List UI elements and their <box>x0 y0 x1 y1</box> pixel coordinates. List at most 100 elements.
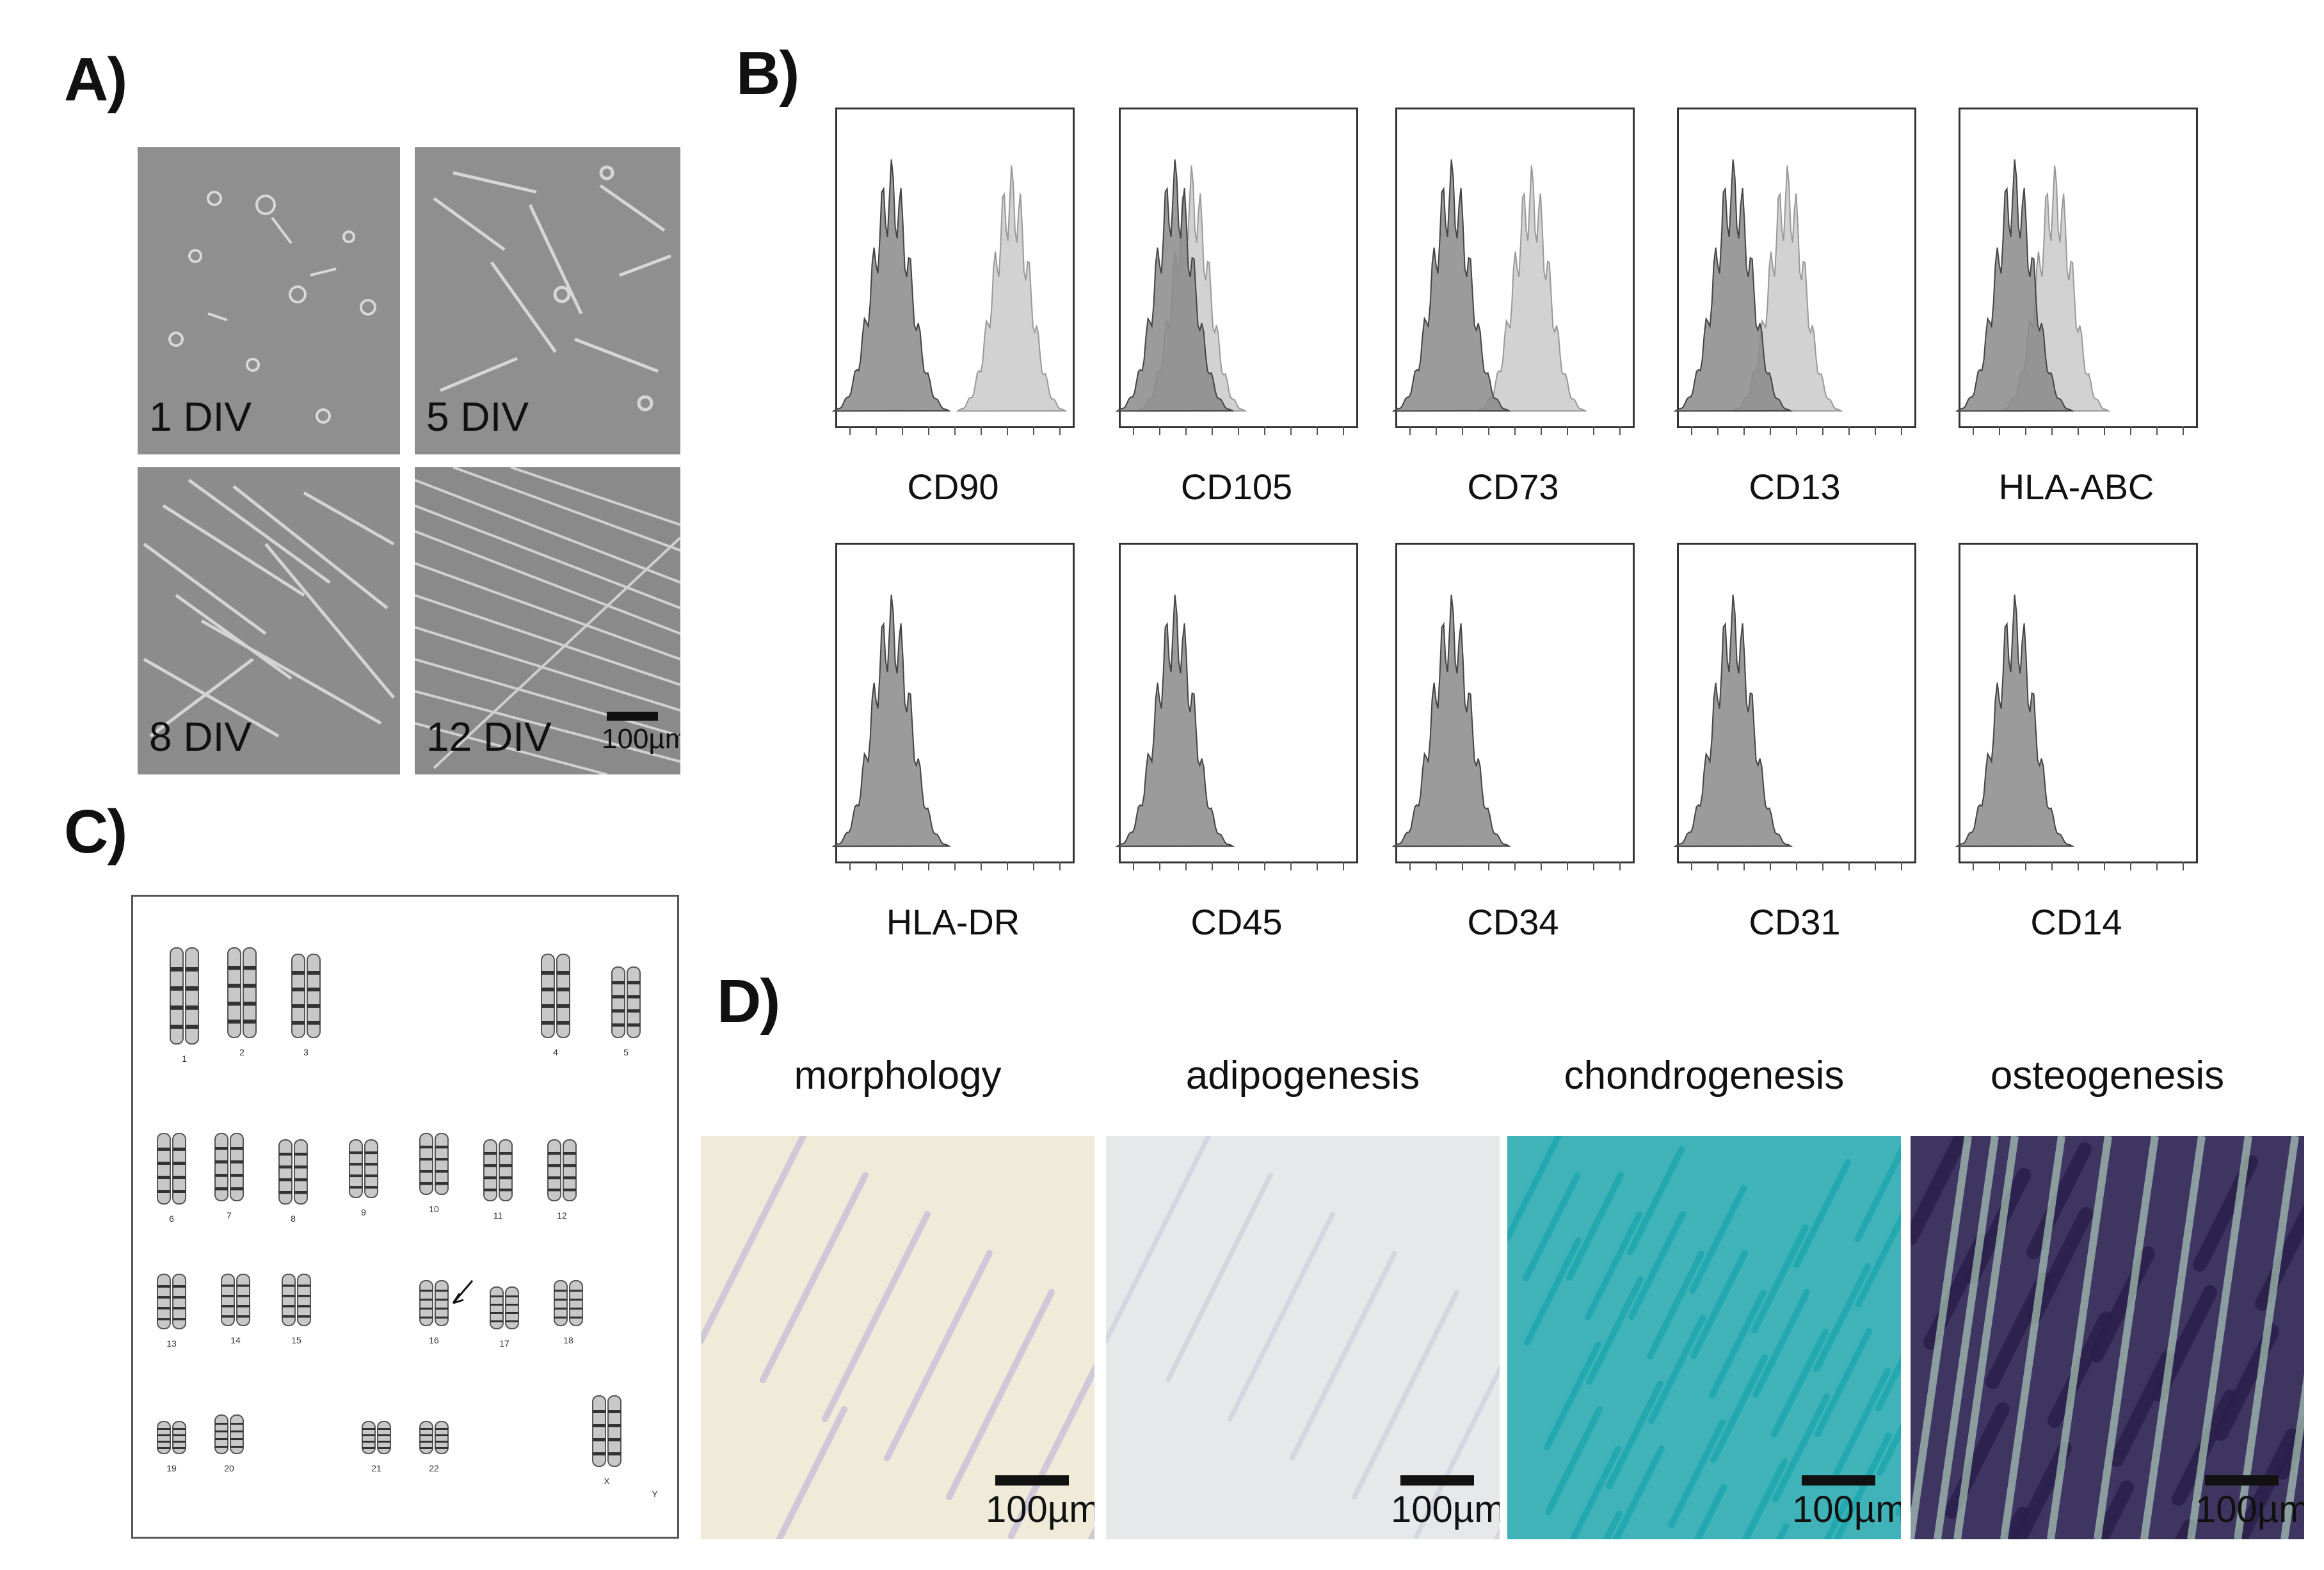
chromosome-band <box>170 967 183 972</box>
histogram-plot <box>1955 595 2184 870</box>
chromosome-band <box>378 1447 390 1449</box>
panel-letter-a: A) <box>64 45 127 114</box>
chromosome-label: 19 <box>166 1463 177 1473</box>
chromosome <box>243 947 257 1038</box>
cell-stroke <box>2110 1350 2175 1467</box>
chromosome <box>172 1274 186 1329</box>
chromosome-label: 15 <box>291 1335 301 1345</box>
chromosome-band <box>157 1447 170 1449</box>
chromosome-band <box>627 981 640 984</box>
chromosome-band <box>298 1315 310 1318</box>
marker-label: CD73 <box>1467 467 1559 507</box>
cell-stroke <box>1751 1224 1809 1333</box>
cell-stroke <box>1771 1329 1829 1438</box>
chromosome <box>483 1139 497 1201</box>
chromosome-band <box>230 1160 243 1164</box>
chromosome-band <box>365 1186 378 1189</box>
chromosome-band <box>215 1438 228 1440</box>
chromosome-band <box>570 1299 582 1301</box>
stain-image: 100µm <box>1507 1136 1901 1539</box>
chromosome-band <box>173 1307 186 1310</box>
chromosome <box>278 1139 293 1205</box>
flow-histogram <box>831 108 1075 435</box>
chromosome-band <box>298 1285 310 1287</box>
chromosome-band <box>292 971 305 975</box>
chromosome-label: 7 <box>227 1210 232 1221</box>
chromosome-band <box>548 1152 561 1155</box>
chromosome-band <box>435 1158 448 1161</box>
chromosome-band <box>362 1441 375 1443</box>
chromosome-band <box>490 1320 503 1322</box>
chromosome-band <box>484 1152 497 1155</box>
cell-stroke <box>1833 1368 1891 1477</box>
chromosome-band <box>506 1295 518 1297</box>
marker-label: CD31 <box>1749 902 1841 942</box>
chromosome-band <box>282 1305 295 1308</box>
chromosome-band <box>570 1290 582 1292</box>
chromosome <box>172 1133 186 1205</box>
micrograph-8-div: 8 DIV <box>138 467 400 774</box>
cell-stroke <box>1290 1251 1397 1461</box>
cell-stroke <box>1612 1445 1665 1539</box>
chromosome-band <box>608 1438 621 1441</box>
stain-title: adipogenesis <box>1185 1053 1420 1098</box>
micrograph-12-div: 12 DIV 100µm <box>415 467 680 774</box>
chromosome <box>236 1274 250 1326</box>
chromosome-band <box>294 1191 307 1194</box>
chromosome-band <box>420 1434 433 1436</box>
chromosome-band <box>157 1441 170 1443</box>
chromosome <box>419 1280 433 1326</box>
chromosome-label: 13 <box>166 1338 177 1349</box>
chromosome-band <box>186 1005 198 1010</box>
isotype-peak <box>1673 159 1793 412</box>
chromosome-band <box>279 1178 292 1182</box>
chromosome-band <box>237 1305 250 1308</box>
chromosome-band <box>554 1308 567 1310</box>
chromosome-band <box>349 1163 362 1166</box>
chromosome <box>556 954 570 1038</box>
chromosome-band <box>173 1190 186 1193</box>
chromosome-band <box>279 1165 292 1169</box>
chromosome <box>435 1133 449 1195</box>
stain-title: osteogenesis <box>1990 1053 2225 1098</box>
stain-texture <box>1507 1136 1901 1539</box>
chromosome-band <box>499 1164 512 1167</box>
cell-stroke <box>2026 1142 2092 1259</box>
flow-histogram <box>1673 108 1916 435</box>
chromosome-label: 8 <box>291 1214 296 1224</box>
chromosome-band <box>282 1285 295 1287</box>
chromosome-band <box>490 1295 503 1297</box>
cell-stroke <box>1523 1173 1580 1281</box>
chromosome-label: 6 <box>169 1214 174 1224</box>
chromosome-band <box>554 1290 567 1292</box>
cell-stroke <box>2011 1441 2072 1539</box>
chromosome-band <box>557 971 570 975</box>
chromosome-band <box>435 1441 448 1443</box>
cell-stroke <box>2048 1311 2113 1428</box>
cell-stroke <box>2280 1373 2304 1539</box>
karyotype-panel: 1 2 3 4 5 6 7 8 9 10 11 12 13 14 15 16 17 18 19 20 21 22 X Y <box>131 895 679 1539</box>
cell-stroke <box>1875 1356 1901 1411</box>
chromosome-band <box>593 1438 605 1441</box>
chromosome-band <box>435 1317 448 1319</box>
stain-title: chondrogenesis <box>1564 1053 1845 1098</box>
flow-histogram <box>1115 543 1358 870</box>
micrograph-label: 1 DIV <box>149 394 252 440</box>
chromosome-band <box>570 1308 582 1310</box>
chromosome-band <box>221 1295 234 1297</box>
chromosome-band <box>499 1176 512 1180</box>
chromosome-band <box>563 1176 576 1180</box>
scale-bar <box>607 712 658 721</box>
chromosome <box>214 1133 228 1201</box>
marker-peak <box>1475 165 1588 412</box>
chromosome <box>435 1280 449 1326</box>
chromosome-band <box>420 1308 433 1310</box>
chromosome-band <box>627 1023 640 1027</box>
flow-histogram <box>1955 543 2198 870</box>
chromosome-band <box>378 1434 390 1436</box>
histogram-plot <box>1391 159 1621 435</box>
chromosome-band <box>365 1151 378 1155</box>
histogram-plot <box>1391 595 1621 870</box>
cell-stroke <box>1953 1136 2019 1539</box>
cell-stroke <box>2047 1136 2112 1539</box>
